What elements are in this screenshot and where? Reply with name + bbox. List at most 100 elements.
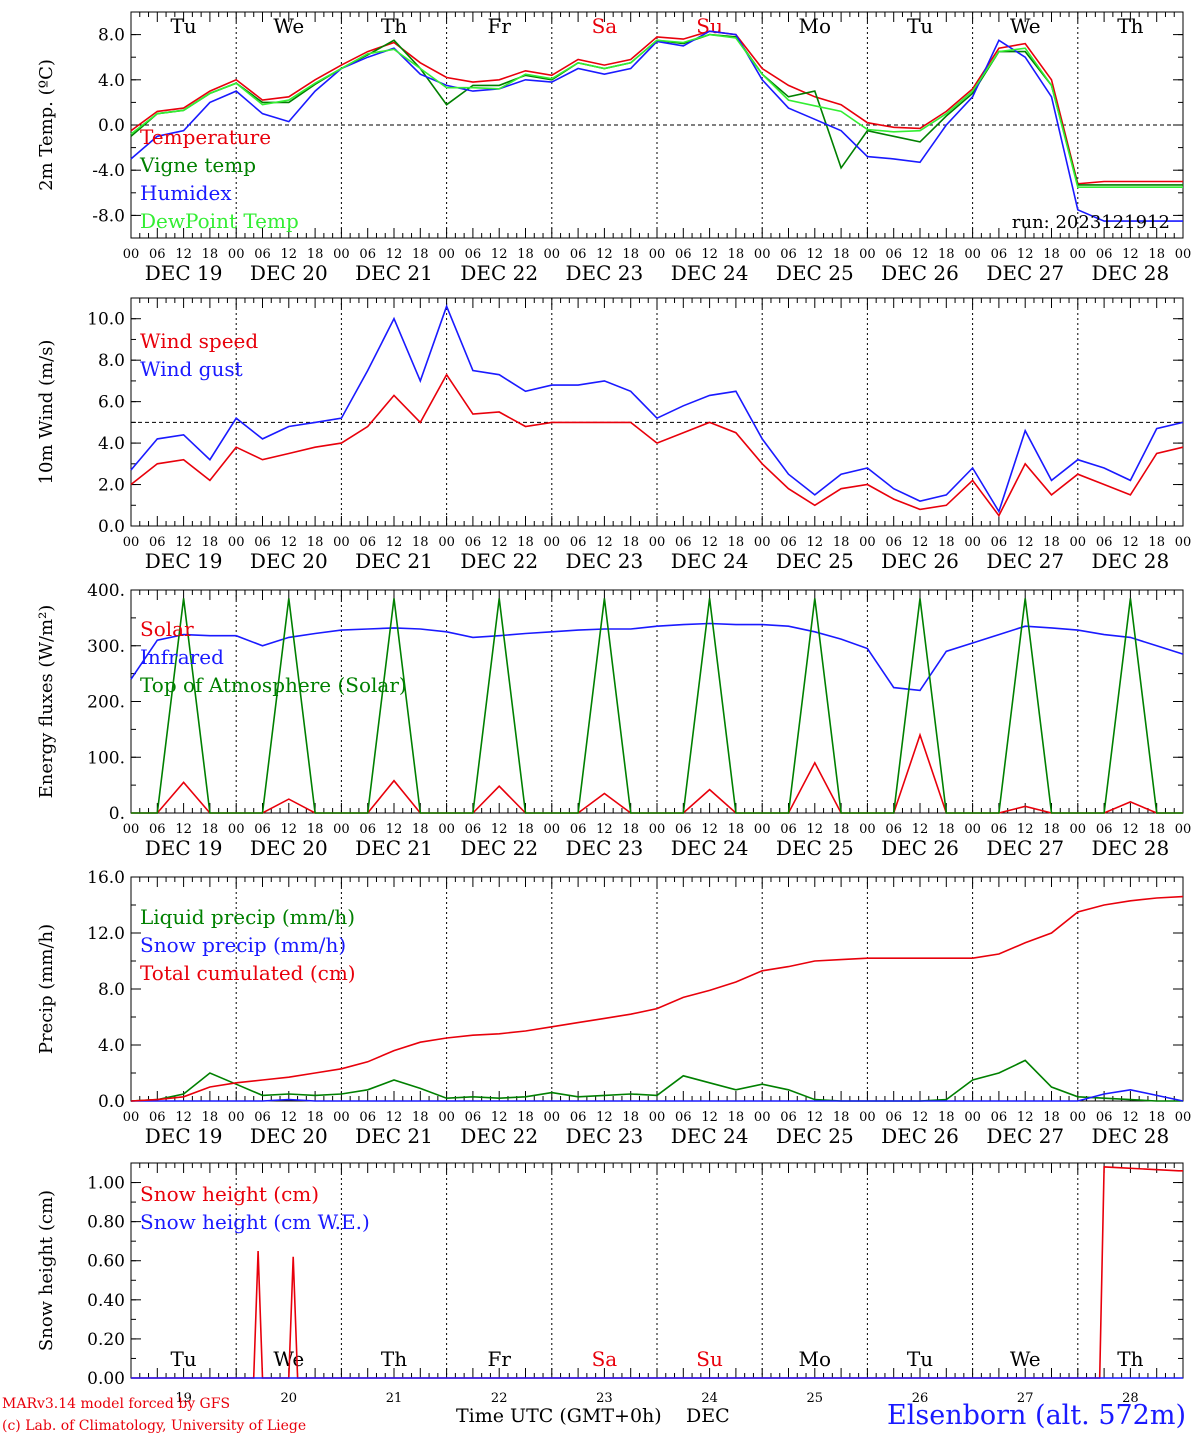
x-date-label: DEC 28 xyxy=(1092,1124,1170,1148)
x-hour-label: 12 xyxy=(175,822,192,837)
x-date-label: DEC 19 xyxy=(145,1124,223,1148)
x-hour-label: 06 xyxy=(675,535,692,550)
x-day-number: 28 xyxy=(1122,1391,1139,1406)
weekday-label: Th xyxy=(1117,14,1143,38)
y-tick-label: 6.0 xyxy=(98,393,125,413)
x-date-label: DEC 19 xyxy=(145,836,223,860)
x-date-label: DEC 25 xyxy=(776,261,854,285)
weekday-label: Mo xyxy=(799,14,832,38)
x-hour-label: 12 xyxy=(701,822,718,837)
x-hour-label: 00 xyxy=(964,247,981,262)
x-hour-label: 00 xyxy=(1175,247,1192,262)
legend-entry: Solar xyxy=(140,617,194,641)
x-hour-label: 00 xyxy=(123,1110,140,1125)
x-hour-label: 12 xyxy=(281,1110,298,1125)
x-hour-label: 00 xyxy=(544,535,561,550)
x-hour-label: 12 xyxy=(912,822,929,837)
y-tick-label: 8.0 xyxy=(98,351,125,371)
y-tick-label: 0.00 xyxy=(87,1369,125,1389)
x-hour-label: 06 xyxy=(465,822,482,837)
y-tick-label: 0.80 xyxy=(87,1213,125,1233)
x-hour-label: 06 xyxy=(675,1110,692,1125)
x-hour-label: 18 xyxy=(517,535,534,550)
series-line xyxy=(131,1088,1184,1102)
y-axis-label: Snow height (cm) xyxy=(36,1190,57,1351)
plot-frame xyxy=(130,297,1184,527)
legend-entry: Snow height (cm W.E.) xyxy=(140,1210,370,1234)
x-date-label: DEC 23 xyxy=(566,549,644,573)
x-day-number: 21 xyxy=(386,1391,403,1406)
x-hour-label: 12 xyxy=(912,247,929,262)
x-hour-label: 00 xyxy=(649,535,666,550)
y-tick-label: 4.0 xyxy=(98,434,125,454)
x-hour-label: 18 xyxy=(938,822,955,837)
x-hour-label: 06 xyxy=(465,535,482,550)
x-date-label: DEC 23 xyxy=(566,836,644,860)
x-hour-label: 12 xyxy=(701,1110,718,1125)
x-hour-label: 00 xyxy=(1070,1110,1087,1125)
y-tick-label: -8.0 xyxy=(92,206,125,226)
x-hour-label: 18 xyxy=(412,247,429,262)
x-hour-label: 18 xyxy=(202,535,219,550)
weekday-label: We xyxy=(1010,14,1041,38)
x-hour-label: 00 xyxy=(1070,535,1087,550)
x-hour-label: 18 xyxy=(307,822,324,837)
x-date-label: DEC 26 xyxy=(881,836,959,860)
x-hour-label: 18 xyxy=(1148,535,1165,550)
x-hour-label: 12 xyxy=(281,247,298,262)
y-axis-label: Precip (mm/h) xyxy=(36,924,57,1054)
x-hour-label: 12 xyxy=(912,535,929,550)
x-hour-label: 18 xyxy=(1043,822,1060,837)
x-date-label: DEC 27 xyxy=(986,1124,1064,1148)
legend-entry: Top of Atmosphere (Solar) xyxy=(140,673,407,697)
x-hour-label: 18 xyxy=(1148,822,1165,837)
x-hour-label: 06 xyxy=(1096,247,1113,262)
x-hour-label: 06 xyxy=(359,822,376,837)
x-hour-label: 06 xyxy=(149,535,166,550)
x-hour-label: 12 xyxy=(175,1110,192,1125)
x-hour-label: 06 xyxy=(991,535,1008,550)
x-hour-label: 06 xyxy=(149,247,166,262)
x-hour-label: 18 xyxy=(1148,1110,1165,1125)
x-hour-label: 18 xyxy=(1148,247,1165,262)
x-hour-label: 12 xyxy=(281,822,298,837)
x-hour-label: 00 xyxy=(859,1110,876,1125)
x-hour-label: 18 xyxy=(622,822,639,837)
x-date-label: DEC 25 xyxy=(776,1124,854,1148)
y-tick-label: 10.0 xyxy=(87,310,125,330)
x-hour-label: 00 xyxy=(859,822,876,837)
x-date-label: DEC 27 xyxy=(986,261,1064,285)
x-hour-label: 18 xyxy=(938,1110,955,1125)
x-hour-label: 06 xyxy=(149,1110,166,1125)
x-hour-label: 00 xyxy=(964,822,981,837)
panel-5: 0.00 0.20 0.40 0.60 0.80 1.00 Snow height (cm)… xyxy=(36,1162,1184,1406)
x-hour-label: 18 xyxy=(622,535,639,550)
weekday-label: Su xyxy=(696,1347,723,1371)
weekday-label: Th xyxy=(381,14,407,38)
y-tick-label: 12.0 xyxy=(87,924,125,944)
x-hour-label: 00 xyxy=(1175,1110,1192,1125)
x-hour-label: 18 xyxy=(622,1110,639,1125)
x-hour-label: 00 xyxy=(964,535,981,550)
x-date-label: DEC 21 xyxy=(355,836,433,860)
x-day-number: 27 xyxy=(1017,1391,1034,1406)
station-title: Elsenborn (alt. 572m) xyxy=(887,1400,1186,1431)
weekday-label: Tu xyxy=(907,14,933,38)
x-hour-label: 06 xyxy=(991,822,1008,837)
x-hour-label: 06 xyxy=(149,822,166,837)
x-day-number: 19 xyxy=(175,1391,192,1406)
x-hour-label: 06 xyxy=(570,1110,587,1125)
x-date-label: DEC 26 xyxy=(881,261,959,285)
weekday-label: Sa xyxy=(592,14,618,38)
x-hour-label: 18 xyxy=(728,822,745,837)
x-date-label: DEC 24 xyxy=(671,261,749,285)
x-hour-label: 12 xyxy=(1017,1110,1034,1125)
x-hour-label: 06 xyxy=(254,822,271,837)
x-hour-label: 00 xyxy=(649,1110,666,1125)
x-hour-label: 00 xyxy=(859,247,876,262)
x-hour-label: 18 xyxy=(307,535,324,550)
x-hour-label: 00 xyxy=(649,822,666,837)
run-annotation: run: 2023121912 xyxy=(1012,212,1170,233)
legend-entry: Total cumulated (cm) xyxy=(140,961,356,985)
x-date-label: DEC 21 xyxy=(355,549,433,573)
